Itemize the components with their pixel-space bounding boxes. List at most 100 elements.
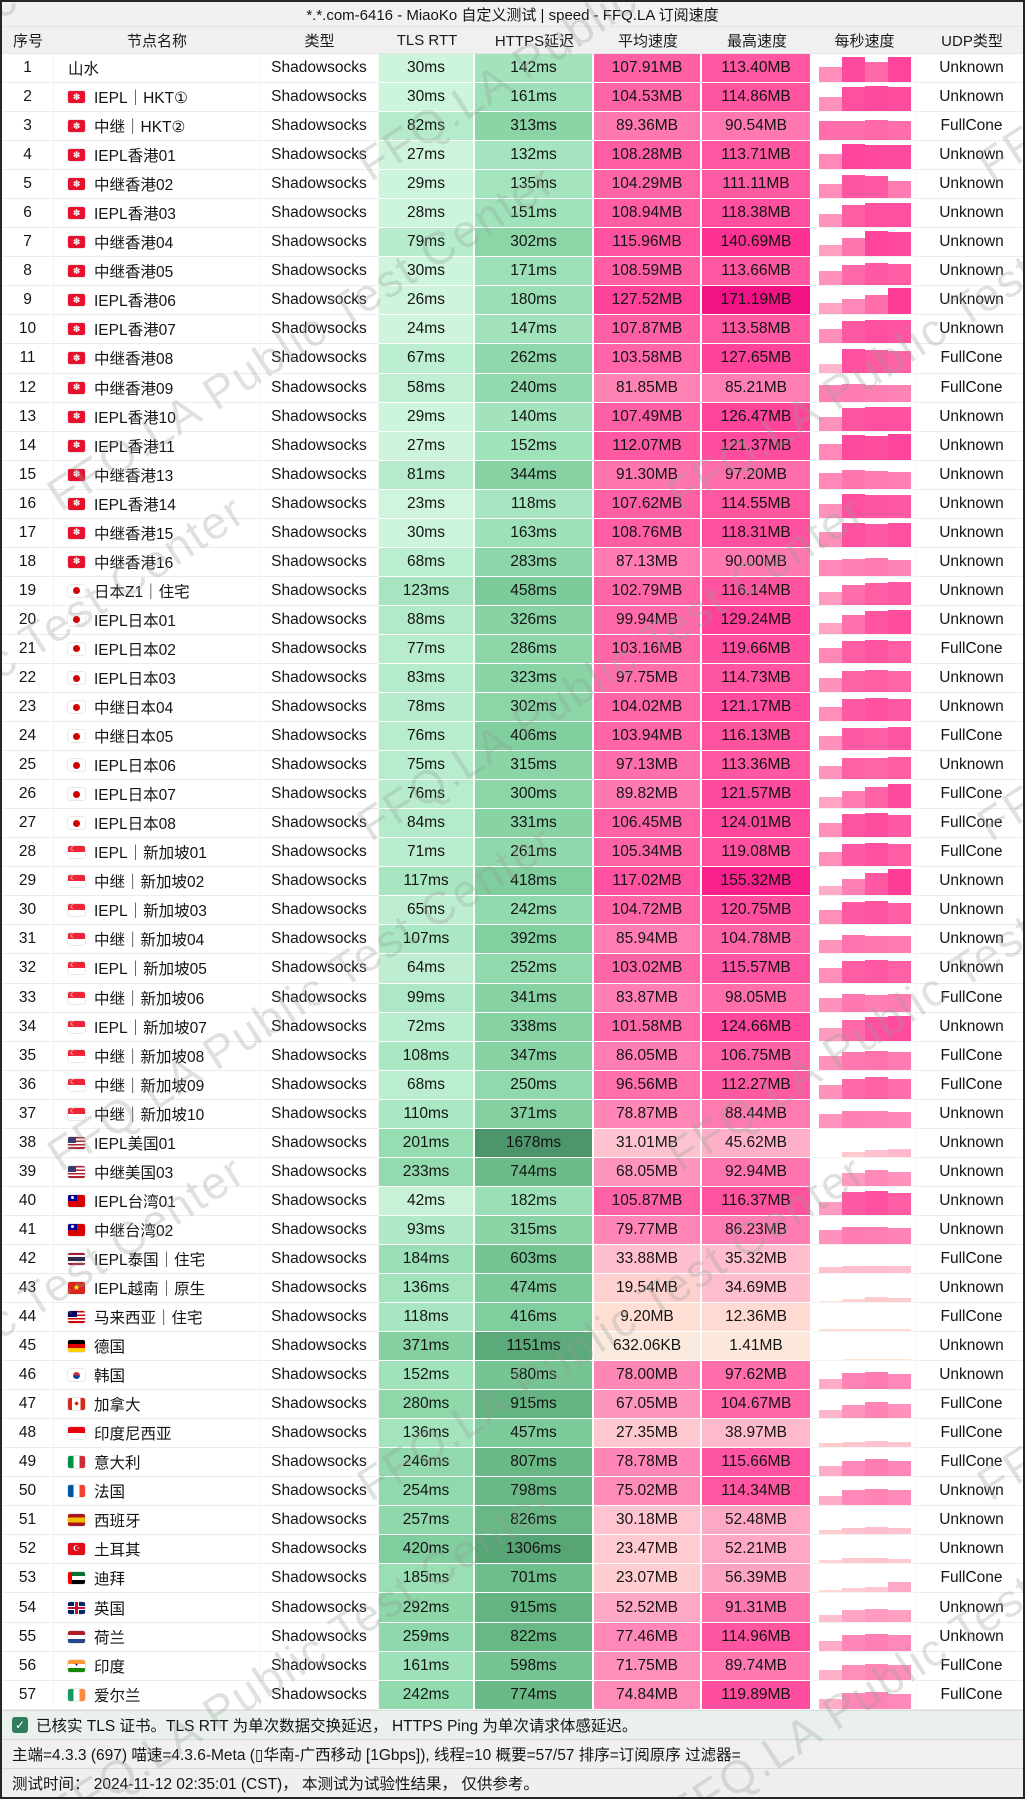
cell-https-latency: 1306ms [475, 1535, 594, 1565]
cell-type: Shadowsocks [260, 170, 379, 200]
cell-index: 19 [2, 576, 54, 606]
cell-udp-type: Unknown [917, 1593, 1023, 1623]
verified-check-icon: ✓ [12, 1717, 28, 1733]
cell-node-name: IEPL香港06 [54, 286, 260, 316]
cell-avg-speed: 117.02MB [594, 867, 702, 897]
cell-tls-rtt: 27ms [379, 141, 475, 171]
speed-bar [842, 1328, 865, 1332]
cell-https-latency: 701ms [475, 1564, 594, 1594]
cell-type: Shadowsocks [260, 576, 379, 606]
speed-bar [842, 757, 865, 780]
cell-max-speed: 118.38MB [702, 199, 812, 229]
column-header-node-name: 节点名称 [126, 32, 187, 50]
speed-bar [888, 407, 911, 431]
cell-index: 57 [2, 1680, 54, 1710]
speed-bars-sparkline [812, 838, 917, 868]
cell-index: 24 [2, 722, 54, 752]
cell-index: 36 [2, 1070, 54, 1100]
node-name-label: 中继｜新加坡06 [94, 990, 205, 1008]
speed-bars-sparkline [812, 780, 917, 810]
cell-node-name: 马来西亚｜住宅 [54, 1303, 260, 1333]
cell-node-name: IEPL香港03 [54, 199, 260, 229]
speed-bar [842, 143, 865, 170]
cell-udp-type: Unknown [917, 286, 1023, 316]
cell-avg-speed: 632.06KB [594, 1332, 702, 1362]
cell-index: 11 [2, 344, 54, 374]
speed-bars-sparkline [812, 112, 917, 142]
speed-bar [865, 262, 888, 286]
speed-bar [842, 1558, 865, 1564]
speed-bar [819, 532, 842, 547]
cell-index: 15 [2, 460, 54, 490]
speed-bar [842, 175, 865, 199]
flag-es-icon [68, 1514, 85, 1527]
cell-max-speed: 114.34MB [702, 1477, 812, 1507]
speed-bars-sparkline [812, 518, 917, 548]
cell-index: 10 [2, 315, 54, 345]
speed-bar [865, 350, 888, 373]
flag-sg-icon [68, 1107, 85, 1120]
speed-bar [842, 993, 865, 1012]
speed-bar [819, 765, 842, 780]
speed-bar [842, 321, 865, 344]
speed-bar [819, 1670, 842, 1680]
speed-bar [819, 1084, 842, 1099]
cell-type: Shadowsocks [260, 663, 379, 694]
speed-bar [842, 434, 865, 460]
speed-bar [819, 822, 842, 838]
cell-udp-type: Unknown [917, 1273, 1023, 1304]
flag-jp-icon [68, 642, 85, 655]
cell-node-name: IEPL香港14 [54, 489, 260, 519]
cell-tls-rtt: 136ms [379, 1419, 475, 1449]
cell-avg-speed: 107.49MB [594, 402, 702, 432]
cell-avg-speed: 31.01MB [594, 1128, 702, 1158]
flag-fr-icon [68, 1485, 85, 1498]
table-row: 32 IEPL｜新加坡05 Shadowsocks64ms252ms103.02MB… [2, 954, 1023, 984]
table-row: 39 中继美国03 Shadowsocks 233ms 744ms 68.05MB 92.9… [2, 1157, 1023, 1187]
speed-bar [888, 698, 911, 722]
column-header-per-sec: 每秒速度 [834, 32, 895, 50]
cell-max-speed: 121.37MB [702, 431, 812, 461]
speed-bars-sparkline [812, 634, 917, 664]
speed-bar [865, 1191, 888, 1215]
cell-index: 21 [2, 634, 54, 664]
cell-udp-type: Unknown [917, 402, 1023, 432]
column-header-max-speed: 最高速度 [726, 32, 787, 50]
speed-bar [842, 1372, 865, 1390]
cell-max-speed: 129.24MB [702, 605, 812, 635]
speed-bar [842, 1151, 865, 1157]
speed-bars-sparkline [812, 286, 917, 316]
speed-bar [865, 610, 888, 634]
flag-hk-icon [68, 323, 85, 336]
cell-udp-type: FullCone [917, 373, 1023, 403]
cell-max-speed: 12.36MB [702, 1303, 812, 1333]
table-row: 27 IEPL日本08 Shadowsocks 84ms 331ms 106.45MB 12… [2, 809, 1023, 839]
speed-bar [842, 1528, 865, 1535]
flag-jp-icon [68, 672, 85, 684]
speed-bars-sparkline [812, 373, 917, 403]
cell-index: 18 [2, 547, 54, 577]
cell-tls-rtt: 64ms [379, 954, 475, 984]
cell-node-name: 德国 [54, 1332, 260, 1362]
table-row: 55 荷兰 Shadowsocks 259ms 822ms 77.46MB 114.96MB… [2, 1622, 1023, 1652]
flag-sg-icon [68, 962, 85, 975]
cell-tls-rtt: 76ms [379, 722, 475, 752]
speed-bar [819, 364, 842, 373]
footer-tls-note: ✓ 已核实 TLS 证书。TLS RTT 为单次数据交换延迟， HTTPS Pi… [2, 1710, 1023, 1739]
speed-bar [819, 1300, 842, 1303]
cell-https-latency: 261ms [475, 838, 594, 868]
speed-bar [888, 1016, 911, 1041]
speed-bar [842, 1665, 865, 1680]
speed-bars-sparkline [812, 1361, 917, 1391]
speed-bar [819, 560, 842, 576]
speed-bars-sparkline [812, 693, 917, 723]
speed-bar [819, 1202, 842, 1215]
cell-tls-rtt: 292ms [379, 1593, 475, 1623]
speed-bar [888, 1266, 911, 1273]
cell-index: 13 [2, 402, 54, 432]
cell-node-name: IEPL日本07 [54, 780, 260, 810]
speed-bar [819, 1055, 842, 1070]
speed-bar [865, 872, 888, 896]
speed-bar [819, 647, 842, 663]
footer: ✓ 已核实 TLS 证书。TLS RTT 为单次数据交换延迟， HTTPS Pi… [2, 1710, 1023, 1797]
